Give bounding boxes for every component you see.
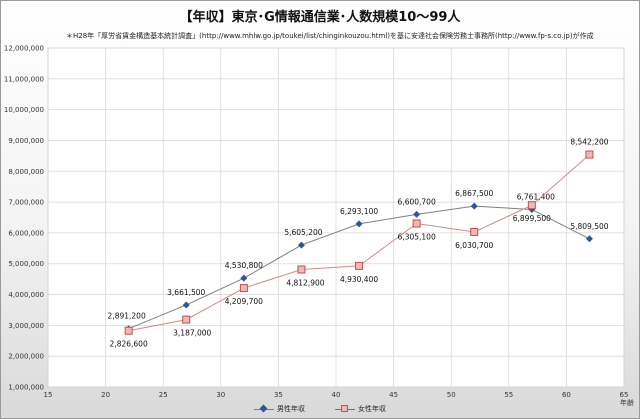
data-point-female xyxy=(412,219,421,228)
data-label-female: 4,930,400 xyxy=(340,275,378,284)
legend-label-female: 女性年収 xyxy=(358,405,386,413)
data-label-male: 6,867,500 xyxy=(455,189,493,198)
data-label-female: 6,899,500 xyxy=(513,214,551,223)
data-label-male: 6,293,100 xyxy=(340,207,378,216)
data-label-female: 4,812,900 xyxy=(286,278,324,287)
data-point-female xyxy=(355,261,364,270)
data-label-female: 4,209,700 xyxy=(225,297,263,306)
data-label-female: 6,305,100 xyxy=(398,233,436,242)
data-point-female xyxy=(182,315,191,324)
data-point-male xyxy=(182,301,190,309)
y-tick-label: 7,000,000 xyxy=(8,199,44,207)
y-tick-label: 11,000,000 xyxy=(4,75,44,83)
y-tick-label: 3,000,000 xyxy=(8,322,44,330)
data-label-female: 3,187,000 xyxy=(173,329,211,338)
legend-item-female: 女性年収 xyxy=(335,404,386,414)
legend: 男性年収 女性年収 xyxy=(0,404,640,414)
data-point-male xyxy=(585,235,593,243)
x-axis-label: 年齢 xyxy=(620,398,634,407)
data-point-male xyxy=(355,220,363,228)
data-label-female: 2,826,600 xyxy=(110,340,148,349)
y-tick-label: 1,000,000 xyxy=(8,384,44,392)
x-tick-label: 25 xyxy=(159,391,168,399)
diamond-marker-icon xyxy=(259,404,268,412)
data-label-female: 8,542,200 xyxy=(570,138,608,147)
data-label-male: 6,600,700 xyxy=(398,197,436,206)
y-tick-label: 10,000,000 xyxy=(4,106,44,114)
data-label-male: 2,891,200 xyxy=(108,312,146,321)
x-tick-label: 45 xyxy=(389,391,398,399)
data-point-female xyxy=(239,284,248,293)
x-tick-label: 30 xyxy=(216,391,225,399)
y-tick-label: 8,000,000 xyxy=(8,168,44,176)
data-point-female xyxy=(527,201,536,210)
data-label-male: 3,661,500 xyxy=(167,288,205,297)
y-tick-label: 4,000,000 xyxy=(8,291,44,299)
data-point-female xyxy=(585,150,594,159)
legend-swatch-female xyxy=(335,404,355,412)
chart-title: 【年収】東京･G情報通信業･人数規模10〜99人 xyxy=(179,10,461,25)
data-point-female xyxy=(297,265,306,274)
data-point-female xyxy=(124,326,133,335)
data-point-female xyxy=(470,227,479,236)
x-tick-label: 60 xyxy=(562,391,571,399)
data-point-male xyxy=(470,202,478,210)
data-label-male: 5,809,500 xyxy=(570,222,608,231)
square-marker-icon xyxy=(341,404,348,412)
data-label-male: 5,605,200 xyxy=(284,228,322,237)
y-tick-label: 12,000,000 xyxy=(4,45,44,53)
data-label-male: 4,530,800 xyxy=(225,261,263,270)
legend-item-male: 男性年収 xyxy=(254,404,305,414)
data-point-male xyxy=(413,210,421,218)
data-point-male xyxy=(240,274,248,282)
x-tick-label: 40 xyxy=(332,391,341,399)
y-tick-label: 6,000,000 xyxy=(8,229,44,237)
data-label-female: 6,030,700 xyxy=(455,241,493,250)
legend-label-male: 男性年収 xyxy=(277,405,305,413)
x-tick-label: 35 xyxy=(274,391,283,399)
legend-swatch-male xyxy=(254,404,274,412)
data-point-male xyxy=(297,241,305,249)
x-tick-label: 15 xyxy=(44,391,53,399)
x-tick-label: 20 xyxy=(101,391,110,399)
source-note: ＊H28年「厚労省賃金構造基本統計調査」(http://www.mhlw.go.… xyxy=(66,32,594,40)
y-tick-label: 5,000,000 xyxy=(8,260,44,268)
data-label-male: 6,761,400 xyxy=(517,192,555,201)
x-tick-label: 55 xyxy=(504,391,513,399)
y-tick-label: 2,000,000 xyxy=(8,353,44,361)
y-tick-label: 9,000,000 xyxy=(8,137,44,145)
x-tick-label: 65 xyxy=(620,391,629,399)
x-tick-label: 50 xyxy=(447,391,456,399)
